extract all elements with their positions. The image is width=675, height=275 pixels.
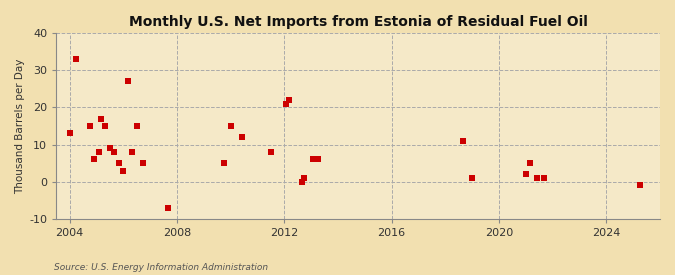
Point	[539, 176, 549, 180]
Point	[71, 57, 82, 61]
Point	[84, 124, 95, 128]
Point	[122, 79, 133, 84]
Point	[634, 183, 645, 188]
Point	[313, 157, 323, 162]
Point	[458, 139, 468, 143]
Point	[265, 150, 276, 154]
Point	[299, 176, 310, 180]
Point	[297, 180, 308, 184]
Point	[525, 161, 536, 165]
Point	[89, 157, 100, 162]
Point	[127, 150, 138, 154]
Point	[93, 150, 104, 154]
Point	[225, 124, 236, 128]
Point	[113, 161, 124, 165]
Point	[284, 98, 294, 102]
Point	[520, 172, 531, 177]
Text: Source: U.S. Energy Information Administration: Source: U.S. Energy Information Administ…	[54, 263, 268, 272]
Point	[308, 157, 319, 162]
Point	[466, 176, 477, 180]
Y-axis label: Thousand Barrels per Day: Thousand Barrels per Day	[15, 58, 25, 194]
Point	[64, 131, 75, 136]
Title: Monthly U.S. Net Imports from Estonia of Residual Fuel Oil: Monthly U.S. Net Imports from Estonia of…	[129, 15, 587, 29]
Point	[100, 124, 111, 128]
Point	[532, 176, 543, 180]
Point	[163, 206, 173, 210]
Point	[109, 150, 120, 154]
Point	[219, 161, 230, 165]
Point	[236, 135, 247, 139]
Point	[96, 116, 107, 121]
Point	[281, 101, 292, 106]
Point	[105, 146, 115, 150]
Point	[132, 124, 142, 128]
Point	[118, 168, 129, 173]
Point	[138, 161, 148, 165]
